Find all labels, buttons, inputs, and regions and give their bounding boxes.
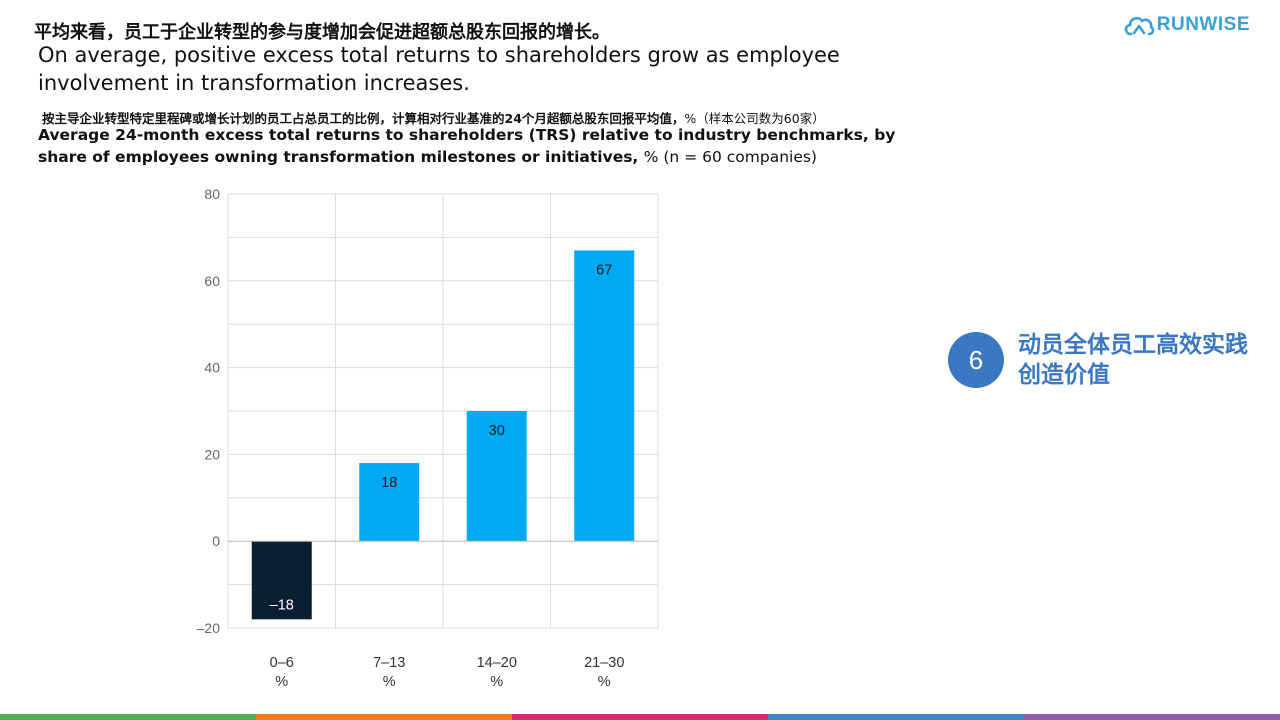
x-category-unit: %	[490, 674, 503, 690]
subtitle-chinese-note: %（样本公司数为60家）	[684, 111, 825, 126]
subtitle-chinese-main: 按主导企业转型特定里程碑或增长计划的员工占总员工的比例，计算相对行业基准的24个…	[42, 111, 685, 126]
footer-color-segment	[0, 714, 256, 720]
title-english: On average, positive excess total return…	[38, 43, 840, 95]
section-number-badge: 6	[948, 332, 1004, 388]
x-category-label: 14–20	[477, 655, 517, 671]
bar-value-label: 18	[381, 475, 397, 491]
bar	[574, 250, 635, 542]
footer-color-segment	[768, 714, 1024, 720]
bar	[251, 541, 312, 620]
y-tick-label: 0	[212, 533, 220, 549]
cloud-logo-icon	[1124, 16, 1155, 36]
x-category-unit: %	[383, 674, 396, 690]
logo-text: RUNWISE	[1156, 14, 1250, 35]
y-tick-label: 20	[204, 446, 220, 462]
bar-value-label: 30	[489, 423, 505, 439]
bar	[359, 463, 420, 542]
bar	[466, 411, 527, 542]
section-title: 动员全体员工高效实践创造价值	[1018, 332, 1248, 388]
x-category-label: 7–13	[373, 655, 405, 671]
subtitle-english: Average 24-month excess total returns to…	[38, 124, 898, 168]
footer-color-segment	[1024, 714, 1280, 720]
footer-color-segment	[256, 714, 512, 720]
footer-color-bar	[0, 714, 1280, 720]
title-chinese: 平均来看，员工于企业转型的参与度增加会促进超额总股东回报的增长。	[34, 22, 610, 43]
x-category-label: 21–30	[584, 655, 624, 671]
subtitle-chinese: 按主导企业转型特定里程碑或增长计划的员工占总员工的比例，计算相对行业基准的24个…	[42, 108, 825, 127]
x-category-unit: %	[598, 674, 611, 690]
subtitle-english-note: % (n = 60 companies)	[643, 148, 817, 166]
x-category-unit: %	[275, 674, 288, 690]
bar-value-label: –18	[270, 597, 294, 613]
bar-value-label: 67	[596, 262, 612, 278]
y-tick-label: –20	[197, 620, 221, 636]
footer-color-segment	[512, 714, 768, 720]
y-tick-label: 60	[204, 273, 220, 289]
runwise-logo: RUNWISE	[1123, 12, 1250, 38]
y-tick-label: 40	[204, 360, 220, 376]
y-tick-label: 80	[204, 186, 220, 202]
x-category-label: 0–6	[270, 655, 294, 671]
subtitle-english-main: Average 24-month excess total returns to…	[38, 126, 896, 166]
